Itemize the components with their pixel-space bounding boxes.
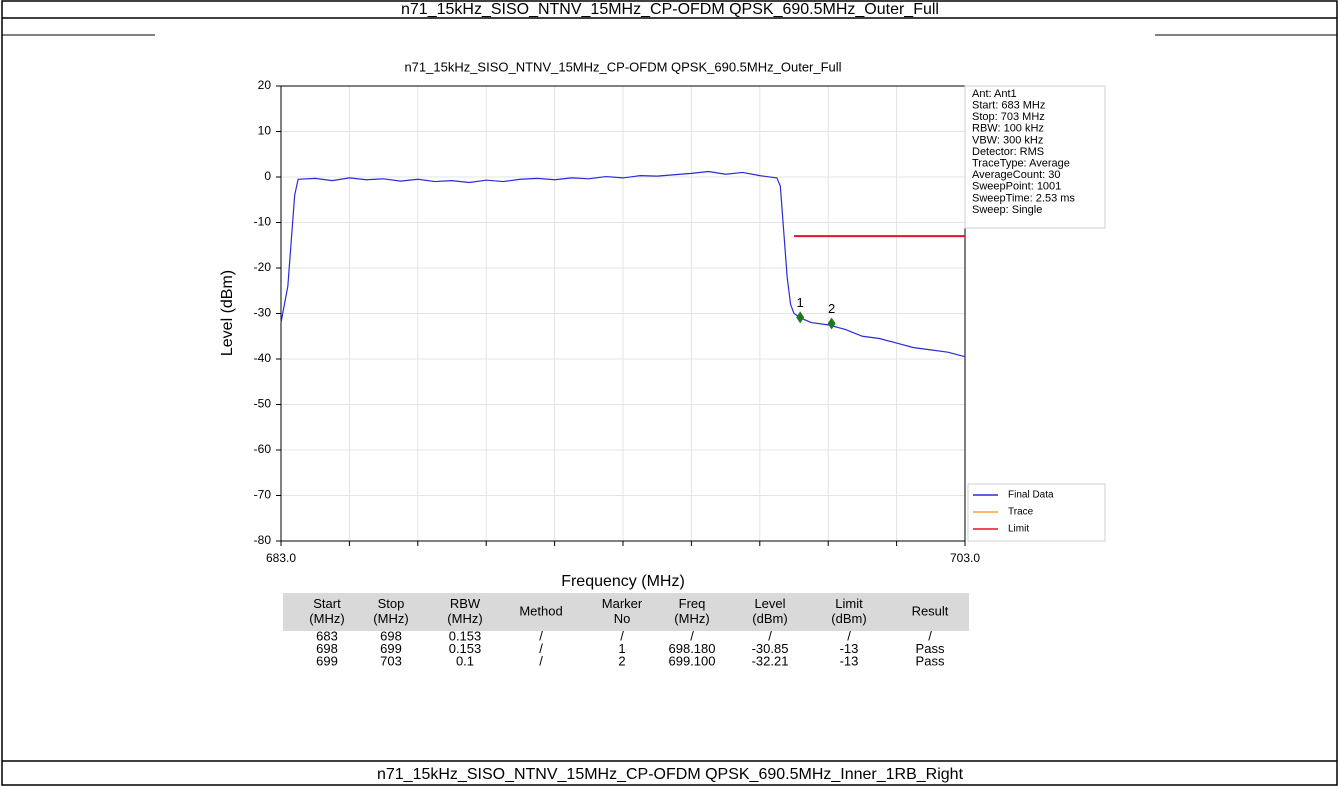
- info-line: VBW: 300 kHz: [972, 134, 1043, 146]
- footer-title: n71_15kHz_SISO_NTNV_15MHz_CP-OFDM QPSK_6…: [377, 766, 964, 783]
- table-cell: 699: [380, 641, 402, 656]
- info-line: AverageCount: 30: [972, 169, 1060, 181]
- table-cell: /: [620, 628, 624, 643]
- table-header: Stop: [378, 596, 405, 611]
- table-cell: /: [690, 628, 694, 643]
- table-header: No: [614, 611, 631, 626]
- y-tick-label: 10: [258, 124, 272, 138]
- table-cell: -13: [840, 653, 859, 668]
- info-line: TraceType: Average: [972, 158, 1070, 170]
- legend-label: Limit: [1008, 524, 1029, 535]
- info-line: Detector: RMS: [972, 146, 1044, 158]
- marker: [827, 317, 836, 330]
- marker: [796, 311, 805, 324]
- info-line: SweepTime: 2.53 ms: [972, 192, 1075, 204]
- y-tick-label: -10: [254, 215, 272, 229]
- y-tick-label: -50: [254, 397, 272, 411]
- table-header: Method: [519, 603, 562, 618]
- info-line: RBW: 100 kHz: [972, 123, 1044, 135]
- table-header: Start: [313, 596, 341, 611]
- info-line: Stop: 703 MHz: [972, 111, 1045, 123]
- table-cell: 698: [380, 628, 402, 643]
- marker-label: 2: [828, 301, 835, 316]
- table-cell: /: [539, 653, 543, 668]
- table-cell: /: [768, 628, 772, 643]
- table-header: Limit: [835, 596, 863, 611]
- y-tick-label: -30: [254, 306, 272, 320]
- table-cell: 0.153: [449, 628, 482, 643]
- table-cell: -32.21: [752, 653, 789, 668]
- y-tick-label: -80: [254, 533, 272, 547]
- header-title: n71_15kHz_SISO_NTNV_15MHz_CP-OFDM QPSK_6…: [401, 1, 939, 18]
- table-header: Result: [912, 603, 949, 618]
- y-tick-label: -60: [254, 442, 272, 456]
- table-cell: /: [928, 628, 932, 643]
- table-header: (MHz): [309, 611, 344, 626]
- y-tick-label: -20: [254, 260, 272, 274]
- y-tick-label: 20: [258, 78, 272, 92]
- table-header: (MHz): [373, 611, 408, 626]
- series-line: [280, 170, 966, 358]
- table-header-bg: [283, 593, 969, 631]
- table-cell: -30.85: [752, 641, 789, 656]
- x-tick-label: 683.0: [266, 551, 296, 565]
- table-cell: /: [539, 641, 543, 656]
- y-tick-label: -40: [254, 351, 272, 365]
- info-line: SweepPoint: 1001: [972, 181, 1061, 193]
- table-cell: Pass: [916, 653, 945, 668]
- info-box: [964, 85, 1106, 229]
- table-cell: 1: [618, 641, 625, 656]
- table-cell: 698.180: [669, 641, 716, 656]
- table-header: (dBm): [752, 611, 787, 626]
- table-cell: 683: [316, 628, 338, 643]
- info-line: Start: 683 MHz: [972, 100, 1045, 112]
- table-cell: 698: [316, 641, 338, 656]
- table-header: Level: [754, 596, 785, 611]
- table-cell: 699: [316, 653, 338, 668]
- info-line: Ant: Ant1: [972, 88, 1017, 100]
- legend-label: Trace: [1008, 507, 1034, 518]
- table-header: Marker: [602, 596, 643, 611]
- y-tick-label: 0: [264, 169, 271, 183]
- marker-label: 1: [797, 295, 804, 310]
- x-axis-label: Frequency (MHz): [561, 573, 685, 590]
- table-cell: /: [539, 628, 543, 643]
- table-cell: 703: [380, 653, 402, 668]
- y-axis-label: Level (dBm): [219, 270, 236, 356]
- table-cell: 699.100: [669, 653, 716, 668]
- chart-title: n71_15kHz_SISO_NTNV_15MHz_CP-OFDM QPSK_6…: [404, 59, 841, 74]
- table-cell: Pass: [916, 641, 945, 656]
- x-tick-label: 703.0: [950, 551, 980, 565]
- table-cell: -13: [840, 641, 859, 656]
- table-header: (MHz): [447, 611, 482, 626]
- plot-frame: [280, 85, 966, 542]
- legend-label: Final Data: [1008, 490, 1054, 501]
- table-cell: 2: [618, 653, 625, 668]
- table-cell: 0.153: [449, 641, 482, 656]
- info-line: Sweep: Single: [972, 204, 1042, 216]
- table-cell: 0.1: [456, 653, 474, 668]
- table-header: (MHz): [674, 611, 709, 626]
- table-header: RBW: [450, 596, 481, 611]
- table-header: Freq: [679, 596, 706, 611]
- y-tick-label: -70: [254, 488, 272, 502]
- table-cell: /: [847, 628, 851, 643]
- table-header: (dBm): [831, 611, 866, 626]
